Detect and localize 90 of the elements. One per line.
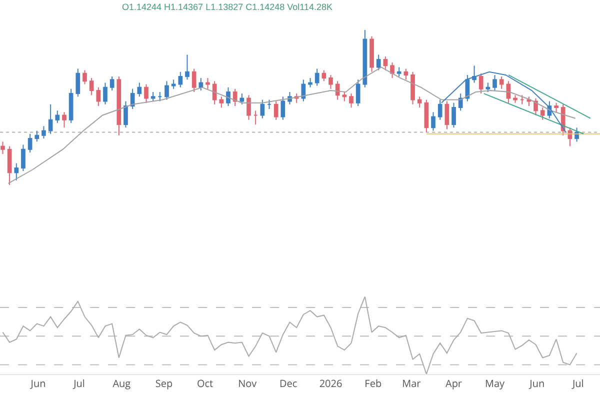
candlestick [356,79,360,106]
candlestick [246,94,251,120]
candlestick [198,78,204,91]
candlestick [526,96,532,106]
candlestick [308,78,312,88]
candlestick [130,88,135,110]
candlestick [219,96,224,108]
x-tick-label: Dec [280,376,298,390]
candlestick [540,107,545,120]
x-tick-label: May [484,376,506,390]
candlestick [110,76,114,91]
candlestick [158,92,162,102]
candlestick [486,82,490,92]
candlestick [314,68,320,86]
candlestick [0,141,5,154]
candlestick [28,133,32,153]
candlestick [103,82,108,105]
candlestick [96,86,101,106]
candlestick [171,79,176,90]
candlestick [14,162,19,181]
candlestick [206,78,210,90]
candlestick [383,56,388,71]
x-tick-label: Jul [571,376,584,390]
candlestick [21,144,26,172]
candlestick [267,99,272,110]
candlestick [452,102,456,128]
x-tick-label: Feb [364,376,382,390]
x-tick-label: 2026 [319,376,342,390]
candlestick [274,100,278,120]
text: O1.14244 H1.14367 L1.13827 C1.14248 Vol114.28K [122,2,333,12]
candlestick [62,112,66,128]
candlestick [34,130,40,142]
x-tick-label: Jun [30,376,46,390]
candlestick [124,100,128,128]
candlestick [48,104,53,134]
candlestick [116,76,122,136]
candlestick [260,99,265,119]
x-tick-label: Jul [72,376,85,390]
candlestick [232,88,238,106]
candlestick [144,84,148,104]
x-tick-label: Oct [196,376,214,390]
candlestick [362,30,368,88]
candlestick [458,93,463,112]
candlestick [185,54,190,80]
x-tick-label: Sep [155,376,173,390]
candlestick [520,94,524,105]
candlestick [424,99,429,133]
x-tick-label: Nov [238,376,257,390]
candlestick [513,94,518,104]
candlestick [240,93,244,105]
candlestick [335,80,340,100]
candlestick [478,72,484,94]
candlestick [76,68,80,98]
candlestick [226,86,230,106]
candlestick [7,146,12,186]
candlestick [55,110,60,124]
candlestick [534,98,538,116]
candlestick [410,71,415,105]
candlestick [253,110,258,126]
candlestick [390,62,394,79]
candlestick [178,71,183,88]
candlestick [82,70,87,85]
candlestick [396,66,402,77]
candlestick [444,100,450,130]
candlestick [370,36,374,72]
candlestick [376,54,381,71]
candlestick [417,96,422,108]
candlestick [492,74,497,91]
candlestick [404,68,408,80]
x-tick-label: Aug [112,376,132,390]
candlestick [42,126,46,139]
candlestick [301,79,306,102]
candlestick [431,112,436,132]
candlestick [499,76,504,90]
candlestick [212,80,217,105]
candlestick [322,70,326,82]
candlestick [328,74,333,90]
candlestick [137,82,142,98]
candlestick [349,93,354,108]
candlestick [192,68,196,92]
candlestick [89,78,94,96]
candlestick [342,92,347,102]
candlestick [280,96,286,120]
candlestick [150,92,156,102]
candlestick [68,88,74,124]
candlestick [554,102,558,113]
candlestick [164,80,169,100]
x-tick-label: Jun [528,376,545,390]
x-tick-label: Mar [402,376,421,390]
x-tick-label: Apr [445,376,462,390]
